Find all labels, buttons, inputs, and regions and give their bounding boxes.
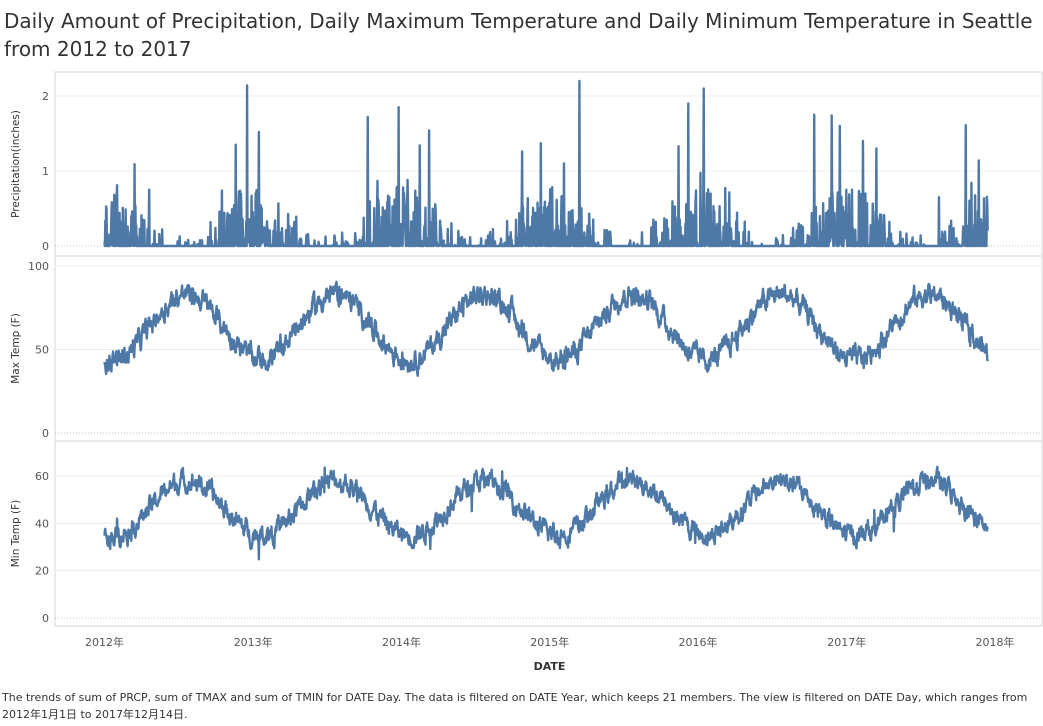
y-tick-label: 50 — [35, 344, 49, 357]
x-axis-label: DATE — [534, 660, 566, 673]
y-tick-label: 1 — [42, 165, 49, 178]
x-tick-label: 2016年 — [679, 635, 718, 649]
x-tick-label: 2017年 — [827, 635, 866, 649]
y-axis-label: Precipitation(inches) — [10, 110, 22, 218]
y-tick-label: 60 — [35, 470, 49, 483]
y-tick-label: 0 — [42, 612, 49, 625]
x-tick-label: 2013年 — [234, 635, 273, 649]
y-tick-label: 40 — [35, 517, 49, 530]
min-temp-panel[interactable]: 0 20 40 60 Min Temp (F) — [10, 465, 1042, 625]
y-tick-label: 2 — [42, 90, 49, 103]
y-tick-label: 100 — [28, 260, 49, 273]
min-temp-series-line[interactable] — [103, 465, 989, 561]
x-tick-label: 2018年 — [976, 635, 1015, 649]
chart-caption: The trends of sum of PRCP, sum of TMAX a… — [2, 691, 1028, 721]
x-tick-label: 2014年 — [382, 635, 421, 649]
max-temp-series-line[interactable] — [103, 280, 989, 378]
y-tick-label: 20 — [35, 565, 49, 578]
y-axis-label: Max Temp (F) — [10, 313, 22, 384]
y-tick-label: 0 — [42, 240, 49, 253]
precipitation-panel[interactable]: 0 1 2 Precipitation(inches) — [10, 79, 1042, 253]
x-tick-label: 2015年 — [530, 635, 569, 649]
y-tick-label: 0 — [42, 427, 49, 440]
x-tick-label: 2012年 — [85, 635, 124, 649]
chart-title: Daily Amount of Precipitation, Daily Max… — [4, 9, 1033, 61]
x-axis: 2012年 2013年 2014年 2015年 2016年 2017年 2018年 DATE — [85, 635, 1015, 673]
y-axis-label: Min Temp (F) — [10, 500, 22, 568]
precipitation-series-line[interactable] — [103, 79, 989, 248]
max-temp-panel[interactable]: 0 50 100 Max Temp (F) — [10, 260, 1042, 440]
